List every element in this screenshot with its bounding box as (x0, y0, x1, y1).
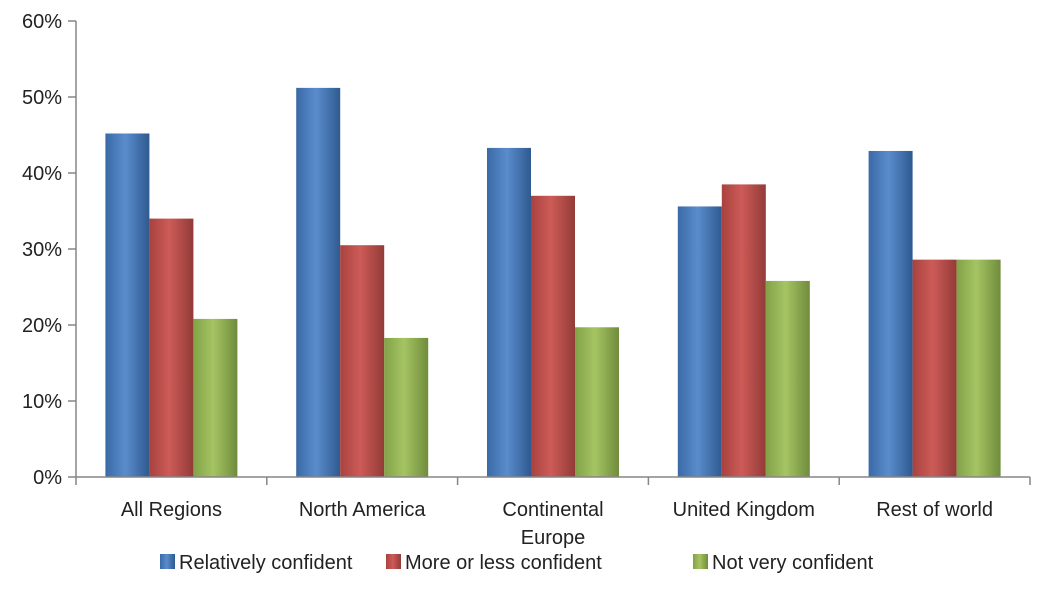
legend-swatch (160, 554, 175, 569)
bar-more-or-less-confident (721, 184, 766, 477)
x-category-label: United Kingdom (673, 499, 815, 521)
y-axis: 0% 10% 20% 30% 40% 50% 60% (22, 11, 77, 489)
x-category-label: All Regions (121, 499, 222, 521)
bar-not-very-confident (956, 259, 1001, 477)
x-axis: All Regions North America Continental Europ… (75, 476, 1031, 549)
x-category-label: Continental (502, 499, 603, 521)
y-tick-label: 60% (22, 11, 62, 33)
y-tick-label: 40% (22, 163, 62, 185)
bar-relatively-confident (296, 87, 341, 477)
bar-not-very-confident (575, 327, 619, 477)
legend-label: Not very confident (712, 552, 874, 574)
y-tick-label: 30% (22, 239, 62, 261)
bar-more-or-less-confident (531, 195, 575, 478)
bar-relatively-confident (487, 147, 531, 478)
bar-relatively-confident (868, 150, 913, 477)
legend: Relatively confident More or less confide… (160, 552, 874, 574)
y-tick-label: 20% (22, 315, 62, 337)
y-tick-label: 10% (22, 391, 62, 413)
bar-relatively-confident (677, 206, 722, 477)
bar-not-very-confident (765, 280, 810, 477)
legend-swatch (693, 554, 708, 569)
bar-relatively-confident (105, 133, 150, 478)
bar-more-or-less-confident (149, 218, 194, 477)
legend-swatch (386, 554, 401, 569)
bar-more-or-less-confident (912, 259, 957, 477)
legend-label: Relatively confident (179, 552, 353, 574)
bar-not-very-confident (193, 318, 238, 477)
x-category-label: Rest of world (876, 499, 993, 521)
bar-not-very-confident (384, 337, 429, 477)
x-category-label: North America (299, 499, 427, 521)
bar-more-or-less-confident (340, 245, 385, 477)
bars (105, 87, 1001, 478)
x-category-label: Europe (521, 527, 586, 549)
legend-label: More or less confident (405, 552, 602, 574)
y-tick-label: 0% (33, 467, 62, 489)
y-tick-label: 50% (22, 87, 62, 109)
